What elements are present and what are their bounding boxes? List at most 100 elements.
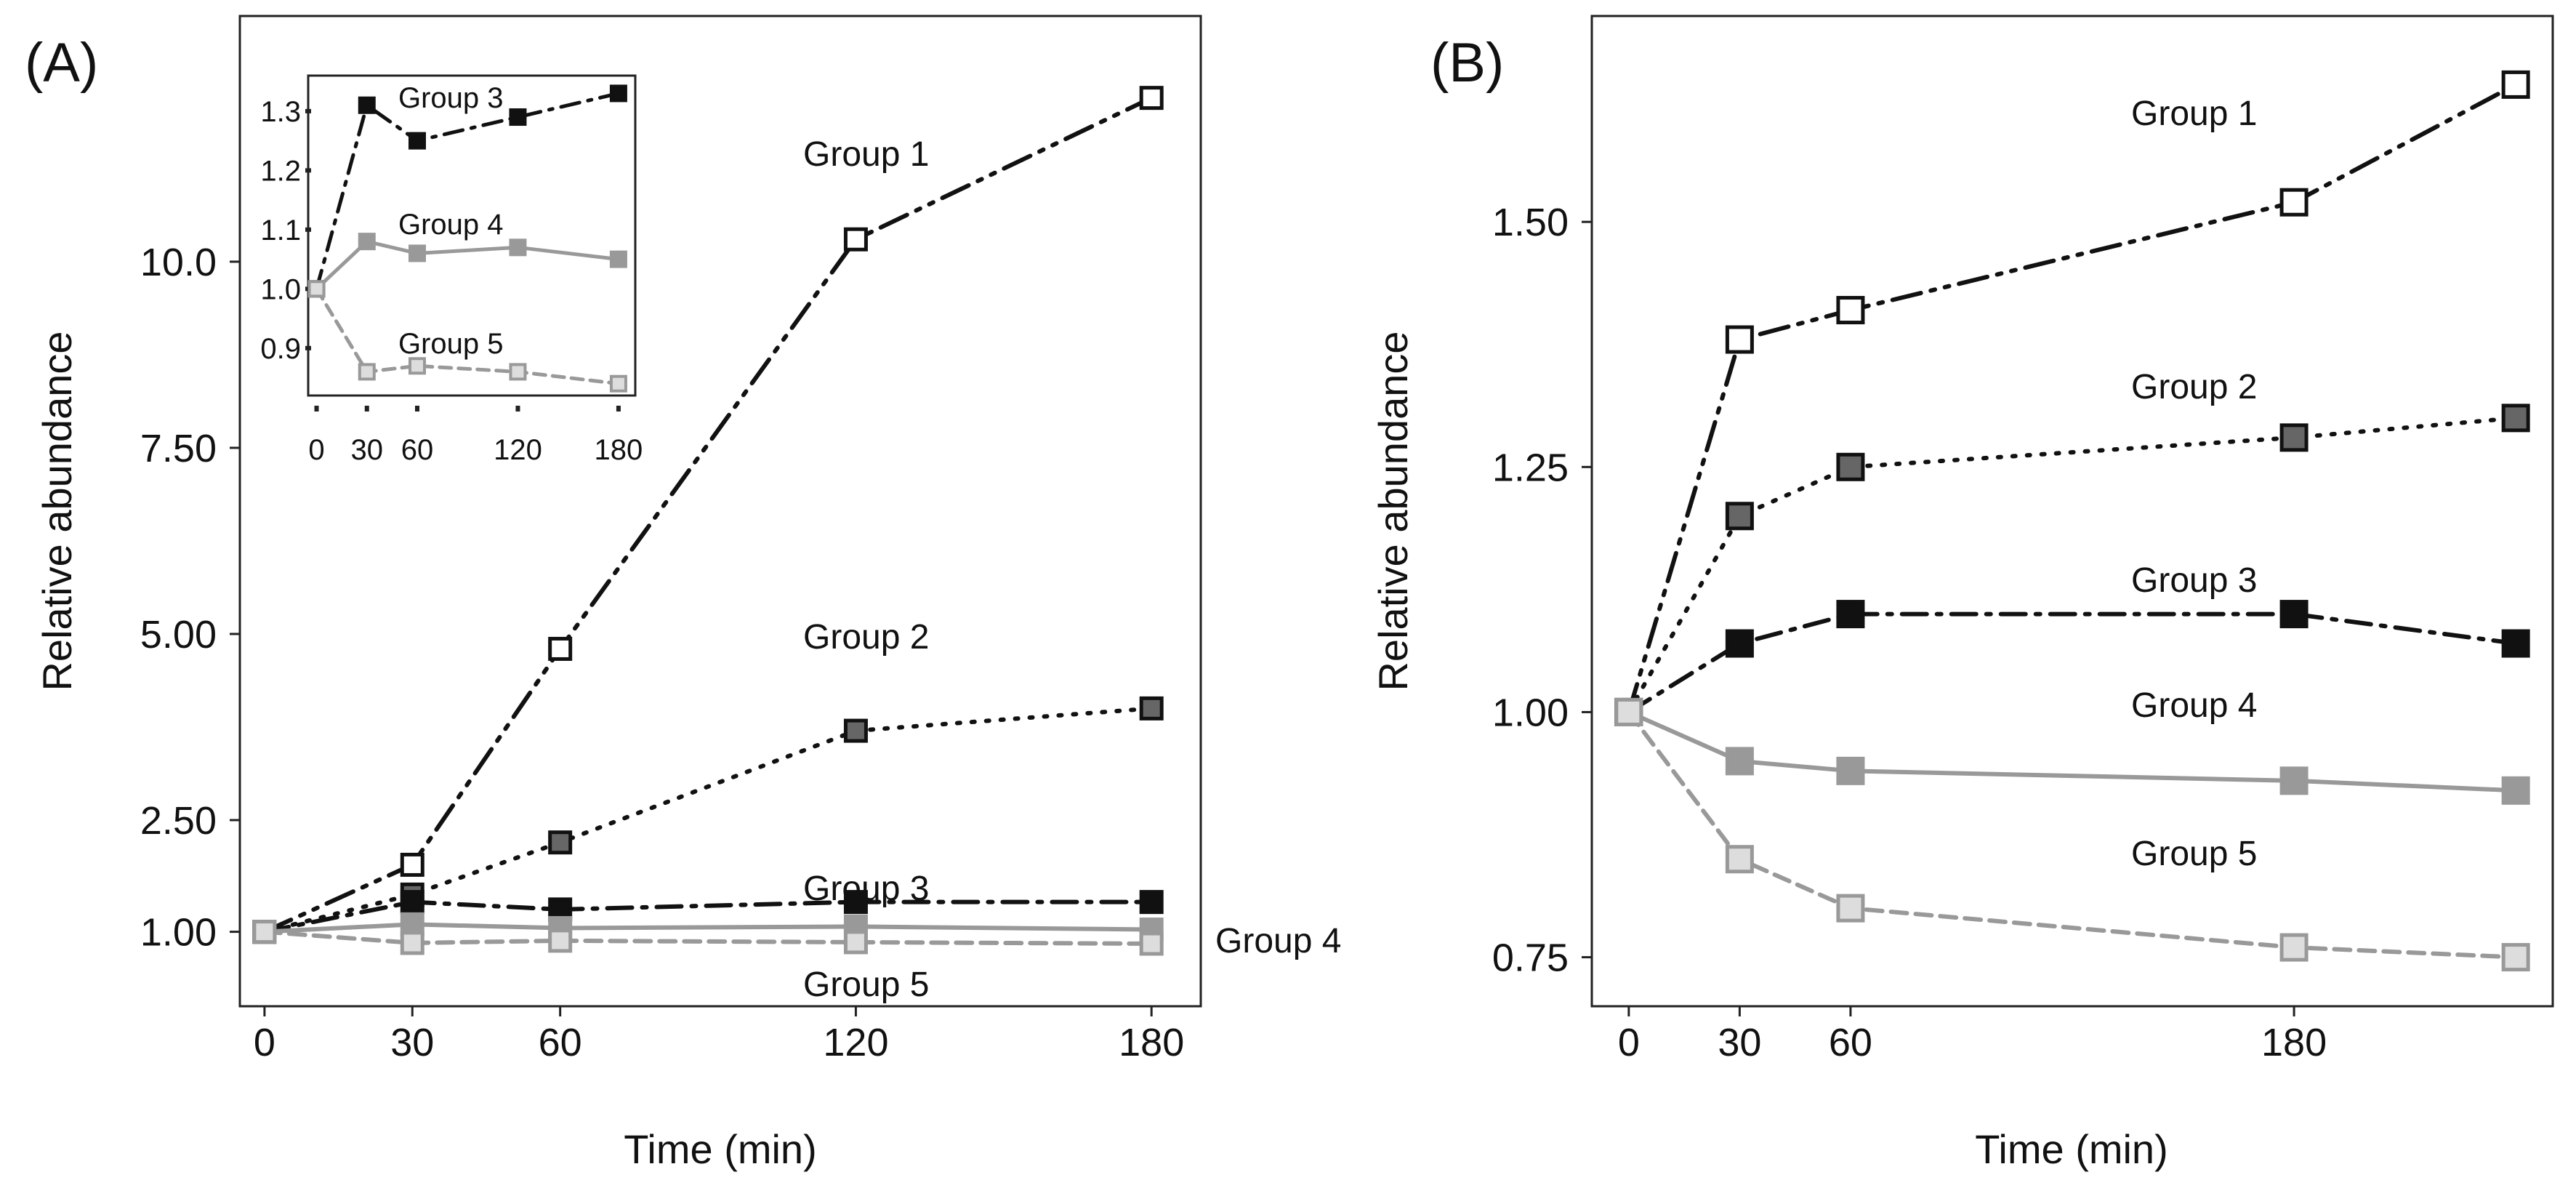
inset-group5-label: Group 5 bbox=[398, 328, 504, 360]
a-group2-point bbox=[1139, 696, 1164, 721]
inset-x-ticks: 0 30 60 120 180 bbox=[308, 406, 643, 466]
b-group2-point bbox=[2279, 423, 2309, 452]
panel-b-group2-label: Group 2 bbox=[2131, 368, 2257, 406]
b-y-tick-label: 0.75 bbox=[1492, 936, 1569, 980]
b-x-tick-label: 180 bbox=[2261, 1021, 2327, 1064]
panel-a-series bbox=[252, 86, 1164, 956]
b-x-tick-label: 60 bbox=[1829, 1021, 1872, 1064]
panel-b-plot-frame bbox=[1590, 15, 2554, 1008]
a-group1-point bbox=[843, 227, 868, 252]
a-inset-y-tick-mark bbox=[305, 227, 311, 232]
a-inset-x-tick-mark bbox=[616, 406, 621, 412]
b-group5-line bbox=[1626, 710, 2519, 960]
panel-a-y-axis-label: Relative abundance bbox=[34, 331, 80, 691]
b-y-tick-label: 1.25 bbox=[1492, 446, 1569, 489]
a-y-tick-label: 1.00 bbox=[140, 911, 217, 955]
a-x-tick-label: 30 bbox=[390, 1021, 434, 1064]
b-group5-point bbox=[2501, 943, 2530, 972]
b-group4-point bbox=[2279, 766, 2309, 795]
b-x-tick-label: 30 bbox=[1718, 1021, 1761, 1064]
a-group5-point bbox=[400, 931, 424, 955]
panel-a-group5-label: Group 5 bbox=[803, 966, 929, 1004]
a-group5-point bbox=[1139, 931, 1164, 956]
panel-a-x-ticks: 0 30 60 120 180 bbox=[254, 1006, 1184, 1064]
a-group4-line bbox=[262, 922, 1154, 934]
a-group3-point bbox=[843, 890, 868, 915]
panel-a-y-ticks: 1.00 2.50 5.00 7.50 10.0 bbox=[140, 241, 240, 955]
b-group4-point bbox=[2501, 776, 2530, 805]
b-group1-point bbox=[1836, 296, 1865, 325]
b-group4-line bbox=[1626, 710, 2519, 793]
b-x-tick-label: 0 bbox=[1618, 1021, 1640, 1064]
a-inset-y-tick-label: 1.0 bbox=[260, 273, 301, 305]
a-inset-y-tick-label: 1.3 bbox=[260, 96, 301, 128]
a-group3-point bbox=[1139, 890, 1164, 915]
a-y-tick-label: 5.00 bbox=[140, 613, 217, 657]
b-group3-line bbox=[1626, 611, 2519, 715]
a-inset-group3-point bbox=[358, 96, 376, 114]
a-inset-y-tick-label: 0.9 bbox=[260, 333, 301, 365]
b-group1-point bbox=[2279, 188, 2309, 217]
b-group5-point bbox=[1725, 845, 1754, 874]
a-inset-group3-point bbox=[509, 108, 527, 127]
a-inset-y-tick-mark bbox=[305, 345, 311, 350]
inset-group3-label: Group 3 bbox=[398, 82, 504, 114]
b-group3-point bbox=[2279, 600, 2309, 629]
panel-b-label: (B) bbox=[1430, 32, 1504, 94]
a-group2-line bbox=[262, 706, 1154, 934]
a-inset-group3-point bbox=[408, 132, 426, 150]
a-inset-group3-point bbox=[609, 84, 627, 103]
b-group2-point bbox=[2501, 404, 2530, 433]
a-inset-group4-point bbox=[408, 244, 426, 262]
b-group4-point bbox=[1836, 756, 1865, 785]
a-x-tick-label: 0 bbox=[254, 1021, 275, 1064]
a-inset-x-tick-mark bbox=[415, 406, 419, 412]
a-group5-point bbox=[843, 930, 868, 955]
panel-b-y-axis-label: Relative abundance bbox=[1370, 331, 1416, 691]
a-inset-y-tick-mark bbox=[305, 168, 311, 173]
a-group1-point bbox=[548, 636, 573, 661]
a-group1-point bbox=[400, 852, 424, 877]
a-group5-point bbox=[252, 920, 277, 944]
a-x-tick-label: 120 bbox=[823, 1021, 888, 1064]
a-inset-group4-point bbox=[358, 233, 376, 251]
panel-a-group4-label: Group 4 bbox=[1215, 922, 1341, 960]
b-group3-point bbox=[2501, 629, 2530, 658]
b-group2-point bbox=[1725, 502, 1754, 531]
a-inset-x-tick-label: 30 bbox=[351, 434, 384, 466]
a-inset-group5-line bbox=[315, 286, 621, 386]
panel-a-group1-label: Group 1 bbox=[803, 135, 929, 174]
panel-a-x-axis-label: Time (min) bbox=[624, 1126, 816, 1172]
a-inset-group4-point bbox=[509, 238, 527, 257]
a-group2-point bbox=[548, 830, 573, 855]
panel-b-group3-label: Group 3 bbox=[2131, 561, 2257, 600]
panel-b-group4-label: Group 4 bbox=[2131, 686, 2257, 725]
a-y-tick-label: 10.0 bbox=[140, 241, 217, 284]
a-inset-group5-point bbox=[509, 363, 527, 381]
b-group1-point bbox=[2501, 70, 2530, 99]
a-inset-group5-point bbox=[408, 357, 426, 375]
a-inset-x-tick-mark bbox=[515, 406, 520, 412]
a-inset-x-tick-label: 60 bbox=[401, 434, 434, 466]
a-group2-point bbox=[843, 718, 868, 743]
inset-group4-label: Group 4 bbox=[398, 209, 504, 241]
panel-a-group3-label: Group 3 bbox=[803, 870, 929, 908]
panel-b: (B) 0.75 1.00 1.25 1.50 0 30 60 180 Relative a… bbox=[1370, 15, 2554, 1172]
b-y-tick-label: 1.00 bbox=[1492, 691, 1569, 734]
panel-a-group2-label: Group 2 bbox=[803, 618, 929, 657]
a-inset-y-tick-mark bbox=[305, 108, 311, 113]
a-x-tick-label: 180 bbox=[1119, 1021, 1184, 1064]
a-inset-x-tick-label: 180 bbox=[595, 434, 643, 466]
b-group2-line bbox=[1626, 415, 2519, 715]
b-group1-point bbox=[1725, 325, 1754, 354]
b-group5-point bbox=[1836, 894, 1865, 923]
a-inset-group5-point bbox=[307, 280, 326, 298]
a-inset-group4-point bbox=[609, 250, 627, 268]
a-inset-x-tick-mark bbox=[314, 406, 319, 412]
panel-b-group1-label: Group 1 bbox=[2131, 95, 2257, 133]
a-inset-group5-point bbox=[358, 363, 376, 381]
a-group5-line bbox=[262, 929, 1154, 946]
b-group5-point bbox=[2279, 933, 2309, 962]
a-inset-y-tick-label: 1.1 bbox=[260, 214, 301, 246]
